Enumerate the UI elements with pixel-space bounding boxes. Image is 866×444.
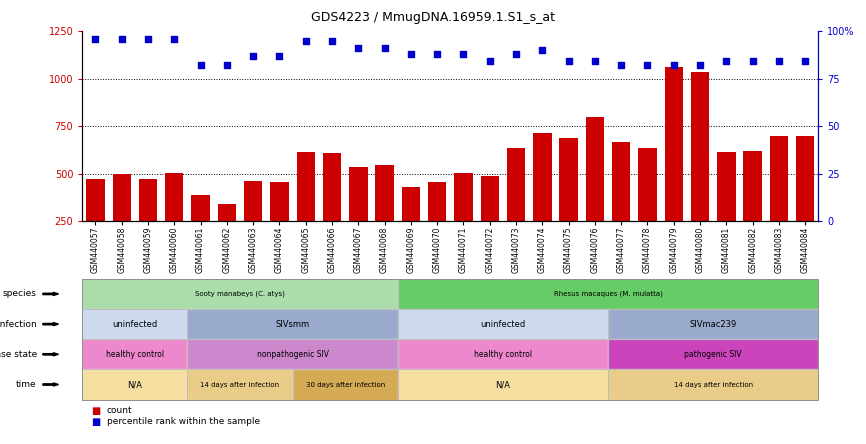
Text: SIVsmm: SIVsmm: [275, 320, 310, 329]
Bar: [217, 204, 236, 269]
Point: [273, 52, 287, 59]
Bar: [533, 133, 552, 269]
Bar: [349, 167, 367, 269]
Point: [562, 58, 576, 65]
Text: uninfected: uninfected: [481, 320, 526, 329]
Point: [141, 35, 155, 42]
Point: [352, 45, 365, 52]
Text: time: time: [16, 380, 36, 389]
Bar: [664, 67, 683, 269]
Text: ■: ■: [91, 417, 100, 427]
Text: healthy control: healthy control: [106, 350, 164, 359]
Point: [588, 58, 602, 65]
Text: percentile rank within the sample: percentile rank within the sample: [107, 417, 260, 426]
Point: [325, 37, 339, 44]
Text: Sooty manabeys (C. atys): Sooty manabeys (C. atys): [195, 291, 285, 297]
Point: [746, 58, 759, 65]
Bar: [507, 148, 526, 269]
Text: healthy control: healthy control: [474, 350, 532, 359]
Point: [772, 58, 785, 65]
Point: [167, 35, 181, 42]
Bar: [428, 182, 446, 269]
Point: [456, 50, 470, 57]
Text: SIVmac239: SIVmac239: [689, 320, 737, 329]
Bar: [455, 173, 473, 269]
Point: [667, 62, 681, 69]
Point: [430, 50, 444, 57]
Text: GDS4223 / MmugDNA.16959.1.S1_s_at: GDS4223 / MmugDNA.16959.1.S1_s_at: [311, 11, 555, 24]
Bar: [638, 148, 656, 269]
Text: 14 days after infection: 14 days after infection: [200, 381, 280, 388]
Point: [641, 62, 655, 69]
Point: [798, 58, 812, 65]
Bar: [139, 179, 158, 269]
Bar: [113, 174, 131, 269]
Text: N/A: N/A: [495, 380, 510, 389]
Point: [194, 62, 208, 69]
Bar: [796, 135, 814, 269]
Bar: [270, 182, 288, 269]
Point: [115, 35, 129, 42]
Bar: [770, 135, 788, 269]
Bar: [612, 142, 630, 269]
Text: pathogenic SIV: pathogenic SIV: [684, 350, 742, 359]
Point: [720, 58, 734, 65]
Point: [88, 35, 102, 42]
Text: ■: ■: [91, 406, 100, 416]
Text: Rhesus macaques (M. mulatta): Rhesus macaques (M. mulatta): [553, 291, 662, 297]
Text: 30 days after infection: 30 days after infection: [306, 381, 385, 388]
Bar: [402, 187, 420, 269]
Bar: [87, 179, 105, 269]
Text: uninfected: uninfected: [113, 320, 158, 329]
Bar: [717, 152, 735, 269]
Point: [535, 47, 549, 54]
Point: [693, 62, 707, 69]
Point: [220, 62, 234, 69]
Point: [299, 37, 313, 44]
Point: [614, 62, 628, 69]
Bar: [691, 72, 709, 269]
Text: count: count: [107, 406, 132, 415]
Text: N/A: N/A: [127, 380, 142, 389]
Point: [246, 52, 260, 59]
Bar: [165, 173, 184, 269]
Text: disease state: disease state: [0, 350, 36, 359]
Point: [509, 50, 523, 57]
Text: 14 days after infection: 14 days after infection: [674, 381, 753, 388]
Bar: [244, 181, 262, 269]
Text: infection: infection: [0, 320, 36, 329]
Bar: [585, 117, 604, 269]
Bar: [743, 151, 762, 269]
Point: [378, 45, 391, 52]
Bar: [191, 195, 210, 269]
Bar: [375, 165, 394, 269]
Text: nonpathogenic SIV: nonpathogenic SIV: [256, 350, 328, 359]
Bar: [481, 175, 499, 269]
Bar: [559, 139, 578, 269]
Bar: [296, 152, 315, 269]
Text: species: species: [3, 289, 36, 298]
Point: [404, 50, 417, 57]
Point: [483, 58, 497, 65]
Bar: [323, 153, 341, 269]
